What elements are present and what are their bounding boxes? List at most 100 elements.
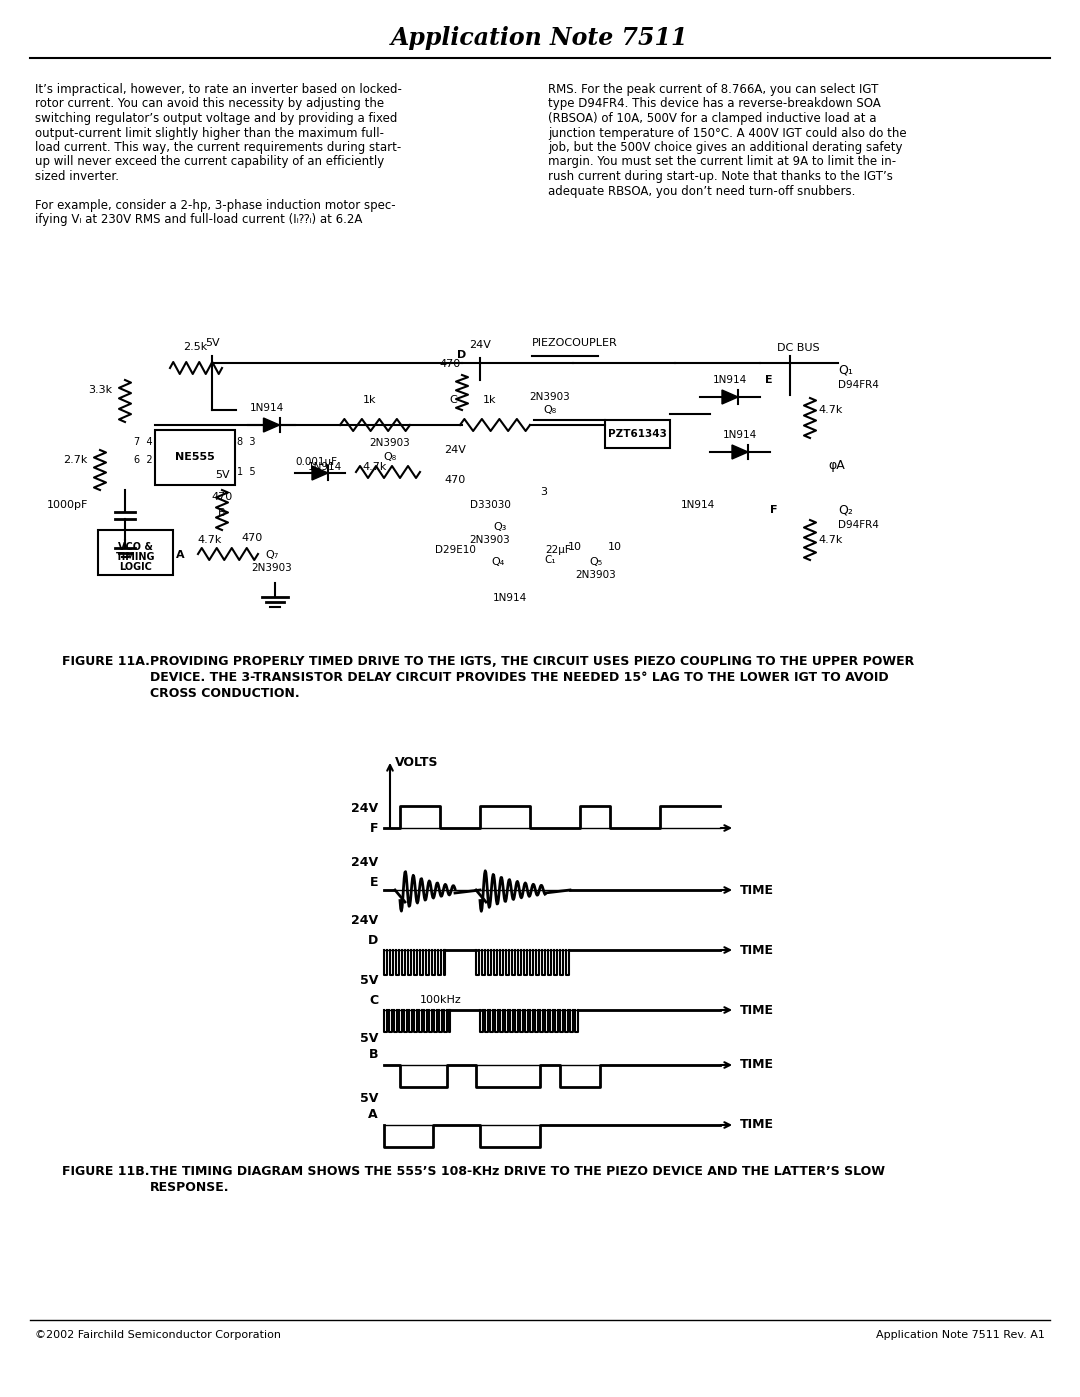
Text: 4.7k: 4.7k [818,535,842,545]
Text: C: C [449,395,457,405]
Bar [605,420,670,448]
Text: D: D [457,351,467,360]
Text: 3.3k: 3.3k [87,386,112,395]
Text: ©2002 Fairchild Semiconductor Corporation: ©2002 Fairchild Semiconductor Corporatio… [35,1330,281,1340]
Text: Q₇: Q₇ [266,550,279,560]
Text: up will never exceed the current capability of an efficiently: up will never exceed the current capabil… [35,155,384,169]
Text: adequate RBSOA, you don’t need turn-off snubbers.: adequate RBSOA, you don’t need turn-off … [548,184,855,197]
Text: junction temperature of 150°C. A 400V IGT could also do the: junction temperature of 150°C. A 400V IG… [548,127,906,140]
Text: 2N3903: 2N3903 [369,439,410,448]
Text: 1  5: 1 5 [237,467,256,476]
Text: 1k: 1k [483,395,497,405]
Text: 3: 3 [540,488,546,497]
Text: type D94FR4. This device has a reverse-breakdown SOA: type D94FR4. This device has a reverse-b… [548,98,881,110]
Text: TIME: TIME [740,1119,774,1132]
Text: 1000pF: 1000pF [46,500,87,510]
Text: 4.7k: 4.7k [362,462,387,472]
Text: 5V: 5V [360,1091,378,1105]
Text: It’s impractical, however, to rate an inverter based on locked-: It’s impractical, however, to rate an in… [35,82,402,96]
Text: D94FR4: D94FR4 [838,380,879,390]
Text: 2N3903: 2N3903 [576,570,617,580]
Text: TIME: TIME [740,883,774,897]
Text: RMS. For the peak current of 8.766A, you can select IGT: RMS. For the peak current of 8.766A, you… [548,82,878,96]
Text: output-current limit slightly higher than the maximum full-: output-current limit slightly higher tha… [35,127,384,140]
Text: PIEZOCOUPLER: PIEZOCOUPLER [532,338,618,348]
Text: LOGIC: LOGIC [119,563,152,573]
Text: DEVICE. THE 3-TRANSISTOR DELAY CIRCUIT PROVIDES THE NEEDED 15° LAG TO THE LOWER : DEVICE. THE 3-TRANSISTOR DELAY CIRCUIT P… [150,671,889,685]
Text: F: F [770,504,778,515]
Text: 100kHz: 100kHz [420,995,462,1004]
Text: 4.7k: 4.7k [198,535,222,545]
Text: Q₈: Q₈ [543,405,556,415]
Text: (RBSOA) of 10A, 500V for a clamped inductive load at a: (RBSOA) of 10A, 500V for a clamped induc… [548,112,877,124]
Text: 1k: 1k [363,395,377,405]
Text: C: C [369,993,378,1006]
Text: ifying Vₗ at 230V RMS and full-load current (Iₗ⁇ₗ) at 6.2A: ifying Vₗ at 230V RMS and full-load curr… [35,214,363,226]
Text: Q₂: Q₂ [838,503,853,517]
Text: E: E [765,374,772,386]
Text: job, but the 500V choice gives an additional derating safety: job, but the 500V choice gives an additi… [548,141,903,154]
Text: 1N914: 1N914 [308,462,342,472]
Text: 5V: 5V [215,469,229,481]
Text: φA: φA [828,458,845,472]
Text: PZT61343: PZT61343 [608,429,667,439]
Text: rush current during start-up. Note that thanks to the IGT’s: rush current during start-up. Note that … [548,170,893,183]
Text: FIGURE 11B.: FIGURE 11B. [62,1165,149,1178]
Polygon shape [723,390,738,404]
Text: Application Note 7511: Application Note 7511 [391,27,689,50]
Text: 6  2: 6 2 [134,455,153,465]
Text: E: E [369,876,378,888]
Text: THE TIMING DIAGRAM SHOWS THE 555’S 108-KHz DRIVE TO THE PIEZO DEVICE AND THE LAT: THE TIMING DIAGRAM SHOWS THE 555’S 108-K… [150,1165,885,1178]
Text: For example, consider a 2-hp, 3-phase induction motor spec-: For example, consider a 2-hp, 3-phase in… [35,198,395,212]
Text: C₁: C₁ [544,555,556,564]
Text: Q₅: Q₅ [590,557,603,567]
Text: 24V: 24V [351,855,378,869]
Text: 24V: 24V [444,446,465,455]
Text: D33030: D33030 [470,500,511,510]
Text: Application Note 7511 Rev. A1: Application Note 7511 Rev. A1 [876,1330,1045,1340]
Text: 0.001μF: 0.001μF [295,457,337,467]
Text: TIME: TIME [740,1003,774,1017]
Text: 24V: 24V [469,339,491,351]
Bar [98,529,173,576]
Text: 1N914: 1N914 [249,402,284,414]
Text: 10: 10 [608,542,622,552]
Text: 1N914: 1N914 [492,592,527,604]
Text: B: B [218,509,226,518]
Text: FIGURE 11A.: FIGURE 11A. [62,655,150,668]
Text: margin. You must set the current limit at 9A to limit the in-: margin. You must set the current limit a… [548,155,896,169]
Text: 24V: 24V [351,914,378,926]
Text: switching regulator’s output voltage and by providing a fixed: switching regulator’s output voltage and… [35,112,397,124]
Text: Q₁: Q₁ [838,363,853,377]
Text: sized inverter.: sized inverter. [35,170,119,183]
Text: 22μF: 22μF [545,545,570,555]
Text: rotor current. You can avoid this necessity by adjusting the: rotor current. You can avoid this necess… [35,98,384,110]
Text: A: A [368,1108,378,1122]
Text: VOLTS: VOLTS [395,757,438,770]
Polygon shape [312,467,328,481]
Text: 1N914: 1N914 [723,430,757,440]
Text: 470: 470 [241,534,262,543]
Text: 7  4: 7 4 [134,437,153,447]
Text: 2N3903: 2N3903 [252,563,293,573]
Bar [156,430,235,485]
Text: Q₃: Q₃ [494,522,507,532]
Text: 4.7k: 4.7k [818,405,842,415]
Text: NE555: NE555 [175,453,215,462]
Text: 470: 470 [444,475,465,485]
Text: VCO &: VCO & [118,542,153,552]
Text: D94FR4: D94FR4 [838,520,879,529]
Text: 2N3903: 2N3903 [470,535,511,545]
Text: 5V: 5V [360,1031,378,1045]
Text: TIME: TIME [740,1059,774,1071]
Text: 8  3: 8 3 [237,437,256,447]
Text: 2.5k: 2.5k [183,342,207,352]
Polygon shape [264,418,280,432]
Text: TIMING: TIMING [116,552,156,563]
Text: 470: 470 [440,359,461,369]
Text: 5V: 5V [205,338,219,348]
Text: CROSS CONDUCTION.: CROSS CONDUCTION. [150,687,299,700]
Text: PROVIDING PROPERLY TIMED DRIVE TO THE IGTS, THE CIRCUIT USES PIEZO COUPLING TO T: PROVIDING PROPERLY TIMED DRIVE TO THE IG… [150,655,915,668]
Text: RESPONSE.: RESPONSE. [150,1180,229,1194]
Text: 470: 470 [212,492,232,502]
